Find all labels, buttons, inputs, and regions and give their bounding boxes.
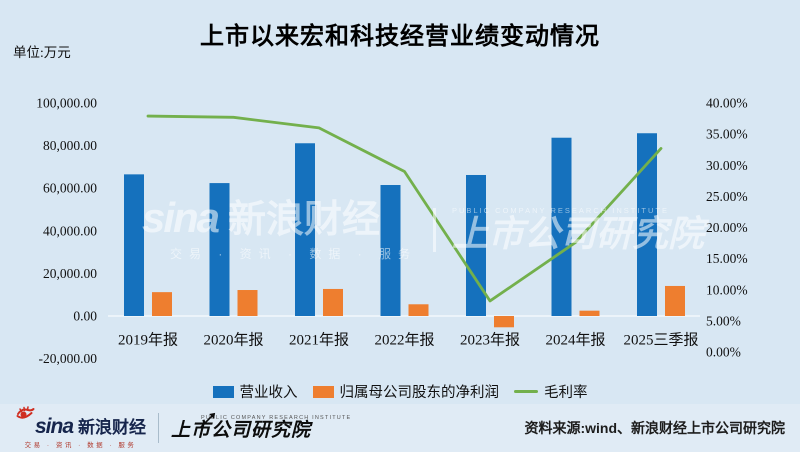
right-axis-tick-5: 15.00% — [706, 251, 748, 266]
left-axis-tick-2: 60,000.00 — [43, 181, 97, 196]
left-axis-unit-label: 单位:万元 — [13, 45, 71, 60]
right-axis-tick-6: 10.00% — [706, 282, 748, 297]
right-axis-tick-7: 5.00% — [706, 313, 741, 328]
footer-divider — [158, 413, 160, 443]
net-profit-bar-3 — [408, 304, 429, 316]
revenue-bar-6 — [637, 133, 657, 316]
revenue-bar-0 — [124, 174, 144, 316]
gross-margin-line — [146, 114, 663, 303]
institute-logo: PUBLIC COMPANY RESEARCH INSTITUTE 上市公司研究… — [171, 412, 352, 442]
legend-swatch-bar-0 — [212, 385, 234, 398]
legend-swatch-line-2 — [514, 390, 538, 393]
net-profit-bar-4 — [494, 316, 514, 328]
footer-bar: sina 新浪财经 交易 · 资讯 · 数据 · 服务 PUBLIC COMPA… — [0, 404, 800, 452]
revenue-bar-3 — [380, 185, 401, 316]
combo-chart-plot: 100,000.00 80,000.00 60,000.00 40,000.00 20,… — [36, 96, 748, 367]
legend-label-2: 毛利率 — [544, 385, 588, 401]
right-axis-tick-4: 20.00% — [706, 220, 748, 235]
category-label-2: 2021年报 — [289, 332, 349, 349]
category-label-0: 2019年报 — [118, 332, 178, 349]
legend-label-1: 归属母公司股东的净利润 — [339, 385, 500, 401]
right-axis-tick-8: 0.00% — [706, 345, 741, 360]
institute-name: 上市公司研究院 — [171, 419, 312, 441]
category-label-5: 2024年报 — [545, 332, 605, 349]
revenue-bar-2 — [295, 143, 315, 316]
left-axis-tick-1: 80,000.00 — [43, 138, 97, 153]
left-axis-tick-3: 40,000.00 — [43, 223, 97, 238]
legend-swatch-bar-1 — [312, 385, 334, 398]
left-axis-tick-0: 100,000.00 — [36, 96, 97, 111]
sina-eye-icon — [16, 405, 35, 419]
source-text: 资料来源:wind、新浪财经上市公司研究院 — [524, 420, 785, 436]
sina-tagline: 交易 · 资讯 · 数据 · 服务 — [24, 441, 137, 449]
net-profit-bar-1 — [237, 290, 258, 316]
net-profit-bar-0 — [152, 292, 172, 316]
left-axis-tick-4: 20,000.00 — [43, 266, 97, 281]
chart-legend: 营业收入 归属母公司股东的净利润 毛利率 — [0, 381, 800, 402]
category-label-3: 2022年报 — [374, 332, 434, 349]
category-label-6: 2025三季报 — [623, 332, 698, 349]
legend-item-0: 营业收入 — [212, 381, 298, 402]
net-profit-bar-5 — [579, 310, 600, 316]
left-axis-tick-6: -20,000.00 — [39, 351, 98, 366]
sina-finance-logo: sina 新浪财经 交易 · 资讯 · 数据 · 服务 — [15, 405, 147, 449]
right-axis-tick-2: 30.00% — [706, 158, 748, 173]
footer-logos: sina 新浪财经 交易 · 资讯 · 数据 · 服务 PUBLIC COMPA… — [15, 405, 352, 449]
sina-finance-text: 新浪财经 — [78, 417, 147, 437]
net-profit-bar-2 — [323, 288, 343, 316]
net-profit-bar-6 — [665, 285, 685, 316]
left-axis-tick-5: 0.00 — [73, 309, 97, 324]
revenue-bar-5 — [551, 137, 572, 316]
category-label-1: 2020年报 — [203, 332, 263, 349]
arrow-icon — [199, 412, 216, 428]
legend-label-0: 营业收入 — [239, 385, 298, 401]
institute-caption: PUBLIC COMPANY RESEARCH INSTITUTE — [201, 414, 352, 421]
right-axis-tick-3: 25.00% — [706, 189, 748, 204]
legend-item-2: 毛利率 — [514, 381, 588, 402]
sina-wordmark: sina — [35, 414, 74, 438]
right-axis-tick-0: 40.00% — [706, 96, 748, 111]
category-label-4: 2023年报 — [460, 332, 520, 349]
revenue-bar-4 — [466, 174, 486, 316]
right-axis-tick-1: 35.00% — [706, 127, 748, 142]
revenue-bar-1 — [209, 183, 230, 316]
chart-title: 上市以来宏和科技经营业绩变动情况 — [200, 23, 600, 50]
legend-item-1: 归属母公司股东的净利润 — [312, 381, 500, 402]
